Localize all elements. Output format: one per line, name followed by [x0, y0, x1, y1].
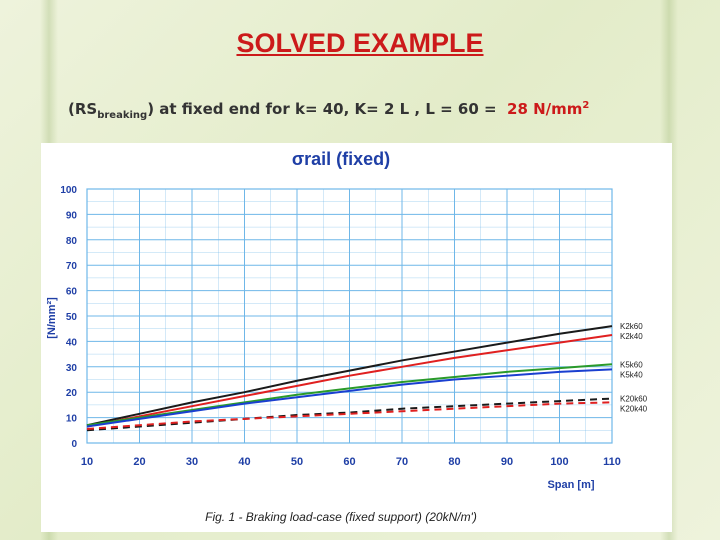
- plot-frame: [86, 188, 613, 444]
- x-tick-label: 100: [550, 456, 568, 468]
- x-tick-label: 50: [291, 456, 303, 468]
- subtitle-subscript: breaking: [97, 110, 148, 121]
- answer-superscript: 2: [582, 100, 590, 111]
- series-line-k5k40: [86, 368, 613, 428]
- chart-panel: σrail (fixed) 10 20 30 40 50 60 70 80 90 100 110 0 1…: [41, 143, 672, 532]
- y-axis-label: [N/mm²]: [46, 297, 58, 339]
- y-tick-label: 50: [66, 312, 78, 323]
- y-tick-label: 70: [66, 261, 78, 272]
- y-tick-label: 100: [60, 185, 77, 196]
- subtitle-prefix: (RS: [68, 100, 98, 118]
- chart-series: [86, 325, 613, 432]
- x-tick-label: 60: [343, 456, 355, 468]
- y-tick-label: 30: [66, 363, 78, 374]
- chart-grid: [86, 188, 613, 444]
- y-tick-label: 40: [66, 337, 78, 348]
- series-line-k20k40: [86, 401, 613, 431]
- x-axis-label: Span [m]: [547, 479, 594, 491]
- x-tick-label: 10: [81, 456, 93, 468]
- legend-label: K5k60: [620, 360, 643, 369]
- x-tick-label: 90: [501, 456, 513, 468]
- chart-title: σrail (fixed): [292, 149, 390, 169]
- chart: σrail (fixed) 10 20 30 40 50 60 70 80 90 100 11001…: [46, 149, 648, 524]
- legend-label: K2k40: [620, 332, 643, 341]
- series-line-k2k60: [86, 325, 613, 427]
- legend-label: K20k60: [620, 395, 648, 404]
- chart-ticks: 10 20 30 40 50 60 70 80 90 100 110 0 10 20 30 40 50 60 70 8…: [60, 185, 621, 468]
- y-tick-label: 0: [71, 439, 77, 450]
- answer-value: 28 N/mm: [507, 100, 583, 118]
- slide-title: SOLVED EXAMPLE: [236, 28, 484, 58]
- series-line-k5k60: [86, 363, 613, 427]
- x-tick-label: 30: [186, 456, 198, 468]
- y-tick-label: 10: [66, 414, 78, 425]
- legend-label: K20k40: [620, 405, 648, 414]
- x-tick-label: 110: [603, 456, 621, 468]
- x-tick-label: 20: [133, 456, 145, 468]
- y-tick-label: 60: [66, 287, 78, 298]
- y-tick-label: 90: [66, 210, 78, 221]
- x-tick-label: 40: [238, 456, 250, 468]
- x-tick-label: 80: [448, 456, 460, 468]
- subtitle-middle: ) at fixed end for k= 40, K= 2 L , L = 6…: [147, 100, 497, 118]
- legend-label: K2k60: [620, 322, 643, 331]
- y-tick-label: 80: [66, 236, 78, 247]
- chart-caption: Fig. 1 - Braking load-case (fixed suppor…: [205, 510, 477, 524]
- series-line-k20k60: [86, 397, 613, 432]
- x-tick-label: 70: [396, 456, 408, 468]
- subtitle-answer: 28 N/mm2: [507, 100, 589, 118]
- subtitle: (RSbreaking) at fixed end for k= 40, K= …: [68, 100, 589, 121]
- y-tick-label: 20: [66, 388, 78, 399]
- series-line-k2k40: [86, 334, 613, 428]
- legend-label: K5k40: [620, 370, 643, 379]
